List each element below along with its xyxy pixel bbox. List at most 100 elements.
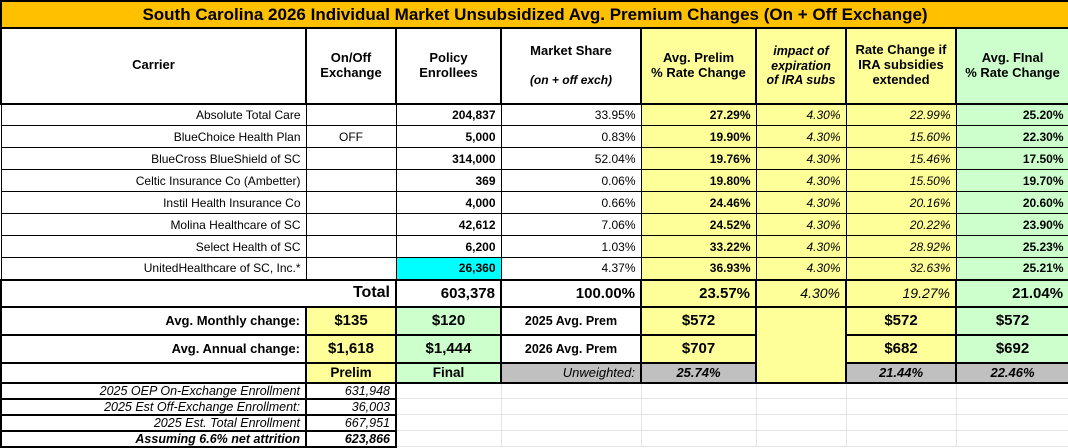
empty-grid-cell [955, 430, 1068, 448]
avg-prem-2025-prelim: $572 [640, 305, 757, 336]
final-rate-cell: 25.23% [955, 235, 1068, 259]
on-off-exchange-cell [305, 235, 397, 259]
avg-annual-change-label: Avg. Annual change: [0, 333, 307, 364]
on-off-exchange-cell: OFF [305, 125, 397, 149]
table-row: Select Health of SC 6,200 1.03% 33.22% 4.30%… [0, 235, 1068, 259]
unweighted-prelim: 25.74% [640, 361, 757, 384]
prelim-rate-cell: 19.90% [640, 125, 757, 149]
total-market-share: 100.00% [500, 278, 642, 308]
empty-grid-cell [640, 414, 757, 432]
empty-grid-cell [955, 414, 1068, 432]
market-share-cell: 4.37% [500, 257, 642, 281]
column-header-row: Carrier On/Off Exchange Policy Enrollees… [0, 27, 1068, 105]
final-rate-cell: 25.21% [955, 257, 1068, 281]
empty-grid-cell [500, 382, 642, 400]
policy-enrollees-cell: 5,000 [395, 125, 502, 149]
carrier-name-cell: UnitedHealthcare of SC, Inc.* [0, 257, 307, 281]
annual-change-final: $1,444 [395, 333, 502, 364]
rate-if-extended-cell: 15.60% [845, 125, 957, 149]
avg-prem-2026-prelim: $707 [640, 333, 757, 364]
footer-rows: 2025 OEP On-Exchange Enrollment 631,948 20… [0, 381, 1068, 448]
empty-grid-cell [845, 414, 957, 432]
rate-if-extended-cell: 20.16% [845, 191, 957, 215]
final-rate-cell: 23.90% [955, 213, 1068, 237]
empty-grid-cell [395, 398, 502, 416]
prelim-final-row: Prelim Final Unweighted: 25.74% 21.44% 2… [0, 361, 1068, 384]
policy-enrollees-cell: 6,200 [395, 235, 502, 259]
col-header-carrier: Carrier [0, 27, 307, 105]
market-share-cell: 0.06% [500, 169, 642, 193]
enrollment-footnote-value: 631,948 [305, 381, 397, 400]
on-off-exchange-cell [305, 103, 397, 127]
market-share-cell: 0.83% [500, 125, 642, 149]
avg-prem-2026-final: $692 [954, 333, 1068, 364]
carrier-name-cell: Absolute Total Care [0, 103, 307, 127]
table-row: BlueCross BlueShield of SC 314,000 52.04% 1… [0, 147, 1068, 171]
empty-grid-cell [845, 382, 957, 400]
col-header-market-share: Market Share (on + off exch) [500, 27, 642, 105]
empty-grid-cell [640, 430, 757, 448]
market-share-label: Market Share [530, 42, 612, 58]
empty-grid-cell [500, 398, 642, 416]
prelim-column-tag: Prelim [305, 361, 397, 384]
carrier-name-cell: Molina Healthcare of SC [0, 213, 307, 237]
col-header-avg-final-rate: Avg. FInal % Rate Change [954, 27, 1068, 105]
avg-annual-change-row: Avg. Annual change: $1,618 $1,444 2026 A… [0, 333, 1068, 364]
on-off-exchange-cell [305, 213, 397, 237]
rate-if-extended-cell: 15.50% [845, 169, 957, 193]
table-row: Instil Health Insurance Co 4,000 0.66% 24.4… [0, 191, 1068, 215]
policy-enrollees-cell: 26,360 [395, 257, 502, 281]
rate-if-extended-cell: 32.63% [845, 257, 957, 281]
table-row: Celtic Insurance Co (Ambetter) 369 0.06% 19… [0, 169, 1068, 193]
col-header-ira-impact: impact of expiration of IRA subs [755, 27, 847, 105]
rate-if-extended-cell: 28.92% [845, 235, 957, 259]
on-off-exchange-cell [305, 257, 397, 281]
enrollment-footnote-label: 2025 Est Off-Exchange Enrollment: [0, 397, 307, 416]
table-row: Absolute Total Care 204,837 33.95% 27.29% 4.… [0, 103, 1068, 127]
total-final-rate: 21.04% [954, 278, 1068, 308]
market-share-cell: 1.03% [500, 235, 642, 259]
rate-if-extended-cell: 15.46% [845, 147, 957, 171]
table-row: UnitedHealthcare of SC, Inc.* 26,360 4.37%… [0, 257, 1068, 281]
enrollment-footnote-value: 36,003 [305, 397, 397, 416]
carrier-name-cell: BlueCross BlueShield of SC [0, 147, 307, 171]
empty-grid-cell [955, 382, 1068, 400]
col-header-avg-prelim-rate: Avg. Prelim % Rate Change [640, 27, 757, 105]
empty-grid-cell [640, 382, 757, 400]
avg-prem-2025-final: $572 [954, 305, 1068, 336]
ira-impact-cell: 4.30% [755, 257, 847, 281]
prelim-rate-cell: 19.80% [640, 169, 757, 193]
on-off-exchange-cell [305, 169, 397, 193]
total-rate-if-extended: 19.27% [845, 278, 957, 308]
rate-if-extended-cell: 20.22% [845, 213, 957, 237]
carrier-name-cell: Select Health of SC [0, 235, 307, 259]
monthly-change-prelim: $135 [305, 305, 397, 336]
market-share-cell: 7.06% [500, 213, 642, 237]
empty-grid-cell [500, 430, 642, 448]
enrollment-footnote-label: Assuming 6.6% net attrition [0, 429, 307, 448]
prelim-rate-cell: 33.22% [640, 235, 757, 259]
empty-grid-cell [955, 398, 1068, 416]
policy-enrollees-cell: 4,000 [395, 191, 502, 215]
empty-grid-cell [395, 430, 502, 448]
market-share-cell: 0.66% [500, 191, 642, 215]
enrollment-footnote-row: 2025 Est. Total Enrollment 667,951 [0, 413, 1068, 432]
avg-prem-2025-label: 2025 Avg. Prem [500, 305, 642, 336]
col-header-on-off-exchange: On/Off Exchange [305, 27, 397, 105]
final-rate-cell: 17.50% [955, 147, 1068, 171]
ira-impact-cell: 4.30% [755, 103, 847, 127]
enrollment-footnote-row: 2025 Est Off-Exchange Enrollment: 36,003 [0, 397, 1068, 416]
total-enrollees: 603,378 [395, 278, 502, 308]
ira-impact-cell: 4.30% [755, 125, 847, 149]
prelim-rate-cell: 19.76% [640, 147, 757, 171]
enrollment-footnote-label: 2025 Est. Total Enrollment [0, 413, 307, 432]
empty-grid-cell [755, 382, 847, 400]
avg-prem-2025-extended: $572 [845, 305, 957, 336]
unweighted-final: 22.46% [954, 361, 1068, 384]
total-ira-impact: 4.30% [755, 278, 847, 308]
ira-impact-cell: 4.30% [755, 147, 847, 171]
prelim-rate-cell: 24.52% [640, 213, 757, 237]
unweighted-extended: 21.44% [845, 361, 957, 384]
policy-enrollees-cell: 369 [395, 169, 502, 193]
